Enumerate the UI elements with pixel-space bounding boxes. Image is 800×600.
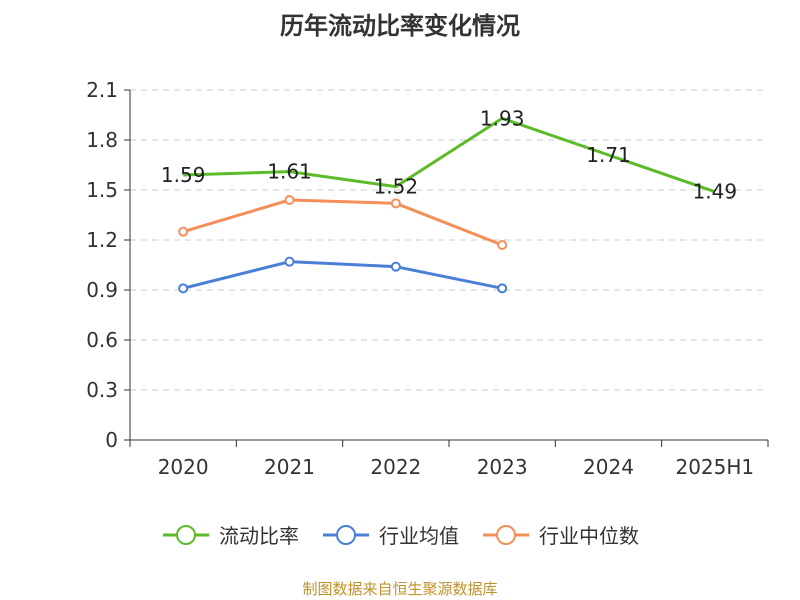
series-line (182, 198, 503, 247)
series-line (183, 116, 716, 194)
y-tick-label: 0.9 (86, 278, 118, 302)
data-point (284, 256, 295, 267)
data-point (390, 198, 401, 209)
x-tick-label: 2021 (264, 455, 315, 479)
data-point (178, 226, 189, 237)
legend-label: 行业中位数 (539, 524, 639, 548)
data-point (497, 240, 508, 250)
legend-label: 流动比率 (219, 524, 299, 548)
legend-item[interactable]: 行业均值 (321, 520, 459, 549)
legend-item[interactable]: 行业中位数 (481, 520, 639, 549)
grid-lines (130, 89, 768, 391)
data-label: 1.52 (374, 175, 419, 199)
data-point (178, 283, 189, 294)
y-tick-label: 1.8 (86, 128, 118, 152)
chart-title: 历年流动比率变化情况 (280, 12, 520, 40)
y-tick-label: 1.5 (86, 178, 118, 202)
data-label: 1.49 (693, 180, 738, 204)
data-label: 1.71 (586, 143, 631, 167)
legend: 流动比率 行业均值 行业中位数 (0, 520, 800, 549)
y-tick-label: 0 (105, 428, 118, 452)
axes: 0 0.3 0.6 0.9 1.2 1.5 1.8 2.1 2020 2021 2022 2023 20… (86, 78, 769, 479)
legend-item[interactable]: 流动比率 (161, 520, 299, 549)
data-labels: 1.59 1.61 1.52 1.93 1.71 1.49 (161, 106, 737, 203)
x-tick-label: 2025H1 (675, 455, 754, 479)
y-tick-label: 2.1 (86, 78, 118, 102)
series-line (182, 260, 503, 290)
y-tick-label: 0.3 (86, 378, 118, 402)
source-note: 制图数据来自恒生聚源数据库 (302, 580, 498, 598)
x-tick-label: 2023 (477, 455, 528, 479)
data-label: 1.61 (267, 160, 312, 184)
legend-line-marker-icon (483, 524, 529, 545)
data-point (390, 261, 401, 272)
legend-line-marker-icon (323, 524, 369, 545)
legend-label: 行业均值 (379, 524, 459, 548)
y-tick-label: 0.6 (86, 328, 118, 352)
x-tick-label: 2024 (583, 455, 634, 479)
data-label: 1.93 (480, 106, 525, 130)
data-point (284, 195, 295, 205)
data-label: 1.59 (161, 163, 206, 187)
x-tick-label: 2020 (158, 455, 209, 479)
data-point (497, 283, 508, 294)
x-tick-label: 2022 (370, 455, 421, 479)
legend-line-marker-icon (163, 524, 209, 545)
y-tick-label: 1.2 (86, 228, 118, 252)
series-lines (178, 116, 716, 294)
